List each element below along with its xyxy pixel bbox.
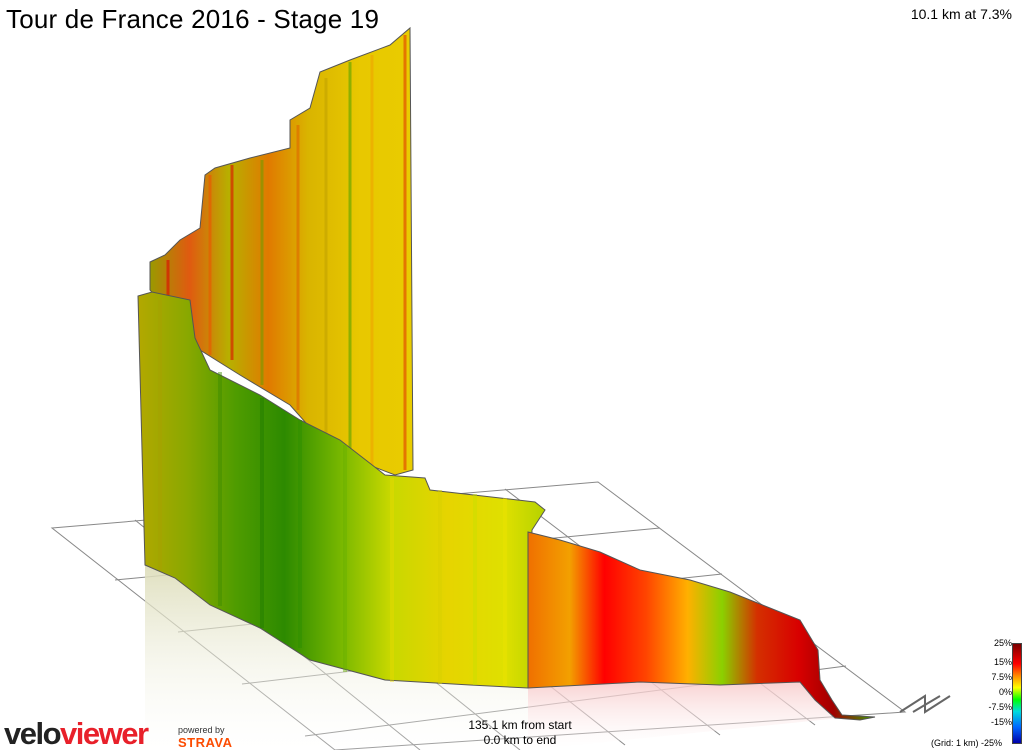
grid-size-label: (Grid: 1 km) <box>930 738 979 748</box>
legend-label-neg-15: -15% <box>990 717 1012 727</box>
legend-label-25: 25% <box>993 638 1012 648</box>
distance-to-end: 0.0 km to end <box>483 733 557 747</box>
climb-summary: 10.1 km at 7.3% <box>910 6 1012 22</box>
front-wall <box>137 291 546 689</box>
north-arrow-icon <box>899 694 951 714</box>
grid-note: (Grid: 1 km) -25% <box>931 738 1002 748</box>
strava-logo[interactable]: STRAVA <box>178 735 233 750</box>
legend-label-15: 15% <box>993 657 1012 667</box>
profile-reflection <box>145 565 528 750</box>
legend-label-neg-7-5: -7.5% <box>988 702 1012 712</box>
veloviewer-logo[interactable]: veloviewer <box>4 716 149 750</box>
legend-label-7-5: 7.5% <box>991 672 1012 682</box>
profile-reflection-right <box>528 678 840 750</box>
gradient-legend: 25% 15% 7.5% 0% -7.5% -15% <box>976 636 1024 746</box>
legend-label-0: 0% <box>998 687 1012 697</box>
gradient-color-bar <box>1012 643 1022 744</box>
distance-from-start: 135.1 km from start <box>468 718 572 732</box>
front-wall-stripes <box>158 300 507 686</box>
powered-by-label: powered by <box>178 725 225 735</box>
logo-viewer: viewer <box>60 716 149 750</box>
distance-readout: 135.1 km from start 0.0 km to end <box>430 718 610 748</box>
legend-label-neg-25: -25% <box>980 738 1002 748</box>
right-wall <box>527 531 876 721</box>
page-title: Tour de France 2016 - Stage 19 <box>6 4 380 34</box>
logo-velo: velo <box>4 716 62 750</box>
back-wall-stripes <box>166 35 407 470</box>
